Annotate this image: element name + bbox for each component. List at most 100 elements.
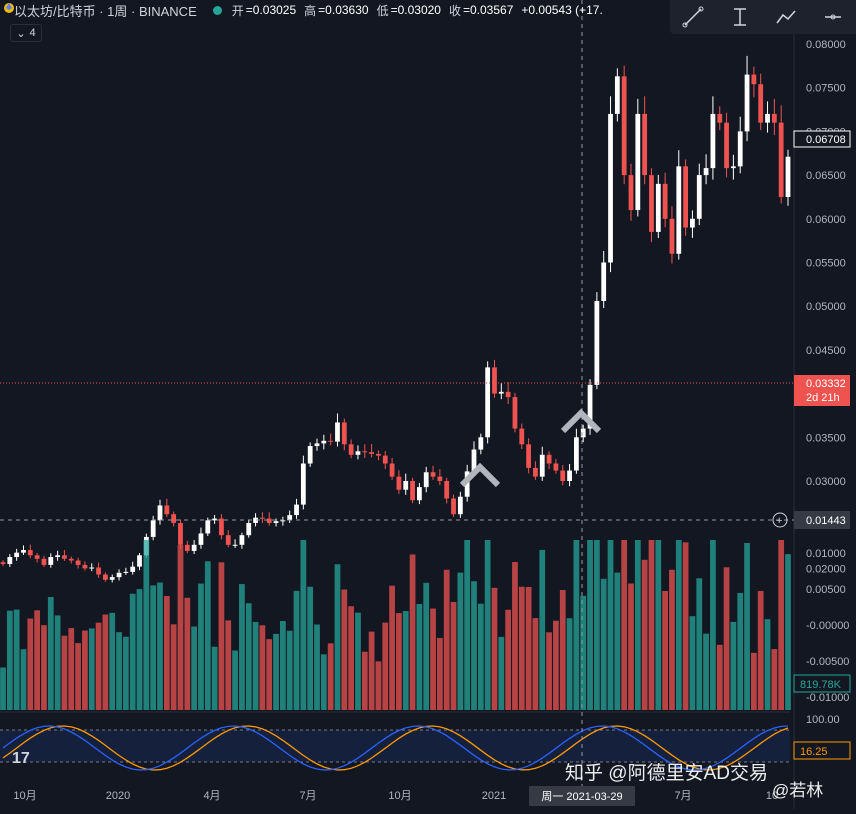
candle-body [505,391,511,398]
volume-bar [621,540,628,710]
volume-bar [204,561,211,710]
candle-body [574,437,579,471]
volume-bar [47,597,54,710]
volume-bar [594,540,600,710]
candle-body [580,428,586,438]
candle-body [225,535,231,545]
volume-bar [184,597,191,710]
candle-body [191,544,197,551]
volume-bar [341,589,348,710]
candle-body [635,113,641,211]
up-arrow-annotation [560,408,602,434]
volume-bar [177,545,184,710]
volume-bar [13,609,20,710]
volume-tick-label: -0.00500 [806,656,849,668]
open-label: 开 [231,3,244,18]
time-tick-label: 7月 [674,790,691,802]
candle-body [642,113,648,176]
osc-signal-line [2,725,789,771]
indicator-collapse-button[interactable]: ⌄ 4 [10,24,42,42]
candle-body [294,504,299,516]
watermark-sub: @若林 [772,781,824,800]
market-status-icon [212,5,222,15]
candle-body [676,166,682,254]
price-tick-label: 0.03000 [806,476,846,488]
horizontal-line-icon[interactable] [819,3,847,31]
drawing-toolbar [670,0,856,34]
candle-body [553,463,559,471]
candle-body [396,476,402,490]
candle-body [355,451,361,455]
last-price-label: 0.06708 [806,134,846,146]
path-icon[interactable] [772,3,800,31]
candle-body [546,454,552,464]
volume-bar [423,582,430,710]
candle-body [376,453,381,456]
volume-value-tag [793,674,851,693]
volume-bar [163,596,170,710]
candle-body [171,514,177,523]
volume-bar [744,543,750,710]
volume-bar [518,586,525,710]
volume-bar [389,585,395,710]
volume-bar [116,632,122,710]
trend-line-icon[interactable] [679,3,707,31]
volume-bar [655,540,662,710]
volume-bar [225,620,232,710]
volume-bar [88,628,95,710]
volume-bar [61,635,68,710]
candle-body [498,391,504,394]
volume-bar [109,612,116,710]
volume-bar [464,540,471,710]
close-label: 收 [448,3,461,18]
volume-bar [430,608,436,710]
candle-body [82,564,88,569]
volume-bar [280,620,286,710]
open-value: =0.03025 [245,3,297,17]
volume-bar [641,559,648,710]
volume-bar [320,654,327,710]
candle-body [765,113,770,123]
candle-body [751,74,757,85]
candle-body [628,175,634,211]
candle-body [621,76,627,176]
volume-bar [634,540,641,710]
candle-body [103,574,108,580]
candle-body [683,166,688,228]
candle-body [300,463,306,505]
coin-icon [4,3,14,13]
volume-bar [34,610,40,710]
ohlc-header: 以太坊/比特币 · 1周 · BINANCE 开 =0.03025 高 =0.036… [0,0,603,20]
candle-body [246,522,252,536]
volume-bar [778,540,785,710]
crosshair-price-tag [794,511,850,529]
candle-body [744,74,750,132]
candle-body [130,566,136,572]
candle-body [14,552,20,558]
candle-body [778,122,784,197]
volume-bar [477,603,484,710]
candle-body [260,517,265,519]
candle-body [423,472,429,488]
candle-body [758,84,764,123]
candle-body [321,440,327,444]
candle-body [287,515,293,521]
candle-body [273,521,279,523]
candle-body [737,131,743,167]
cursor-measure-icon[interactable] [726,3,754,31]
volume-bar [273,633,279,710]
price-tick-label: 0.08000 [806,39,846,51]
volume-bar [532,618,539,710]
candle-body [34,555,40,559]
candle-body [62,555,67,559]
candle-body [533,467,538,477]
volume-bar [375,661,382,710]
symbol-title[interactable]: 以太坊/比特币 · 1周 · BINANCE [14,3,197,19]
plus-icon: + [776,515,782,527]
candle-body [41,558,47,565]
candle-body [335,422,340,442]
add-alert-icon [772,512,788,528]
candle-body [492,367,497,394]
